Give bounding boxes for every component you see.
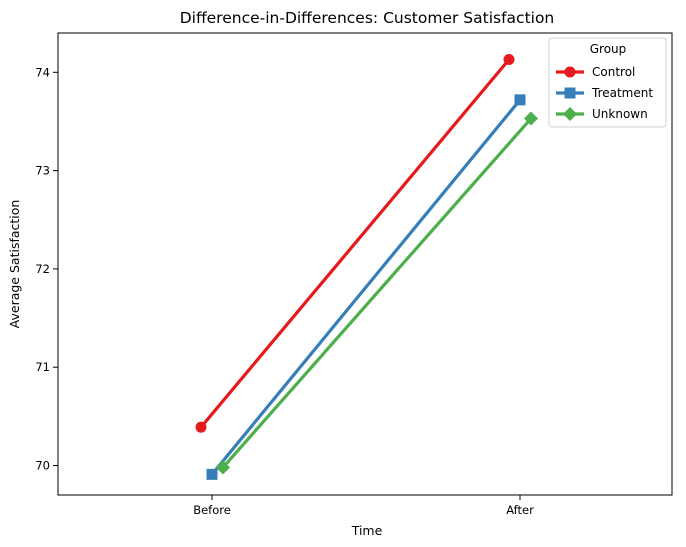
chart-title: Difference-in-Differences: Customer Sati…	[180, 9, 555, 27]
data-point-unknown-before	[216, 460, 230, 475]
legend-marker-treatment	[564, 87, 576, 99]
y-tick-label: 73	[35, 164, 50, 178]
legend-box	[548, 37, 667, 128]
data-point-unknown-after	[524, 111, 538, 126]
series-line-control	[199, 57, 511, 429]
y-tick-label: 72	[35, 262, 50, 276]
y-tick-label: 71	[35, 360, 50, 374]
legend-marker-unknown	[563, 107, 577, 121]
legend: Group Control Treatment Unknown	[548, 37, 667, 128]
series-line-treatment	[210, 98, 522, 476]
legend-entries: Control Treatment Unknown	[556, 65, 653, 121]
data-point-treatment-before	[206, 468, 218, 480]
legend-label-unknown: Unknown	[592, 107, 648, 121]
plot-area: 70 71 72 73 74 Before After	[35, 54, 538, 517]
x-axis-label: Time	[351, 523, 383, 538]
y-tick-label: 70	[35, 459, 50, 473]
data-point-treatment-after	[514, 94, 526, 106]
y-tick-label: 74	[35, 65, 50, 79]
series-line-unknown	[221, 116, 533, 470]
data-point-control-after	[503, 54, 515, 66]
x-tick-label: Before	[193, 503, 231, 517]
x-tick-label: After	[506, 503, 534, 517]
legend-label-treatment: Treatment	[591, 86, 653, 100]
legend-marker-control	[564, 66, 576, 78]
legend-label-control: Control	[592, 65, 635, 79]
y-axis-label: Average Satisfaction	[7, 200, 22, 329]
data-point-control-before	[195, 421, 207, 433]
legend-title: Group	[590, 42, 627, 56]
plot-frame	[57, 32, 673, 496]
